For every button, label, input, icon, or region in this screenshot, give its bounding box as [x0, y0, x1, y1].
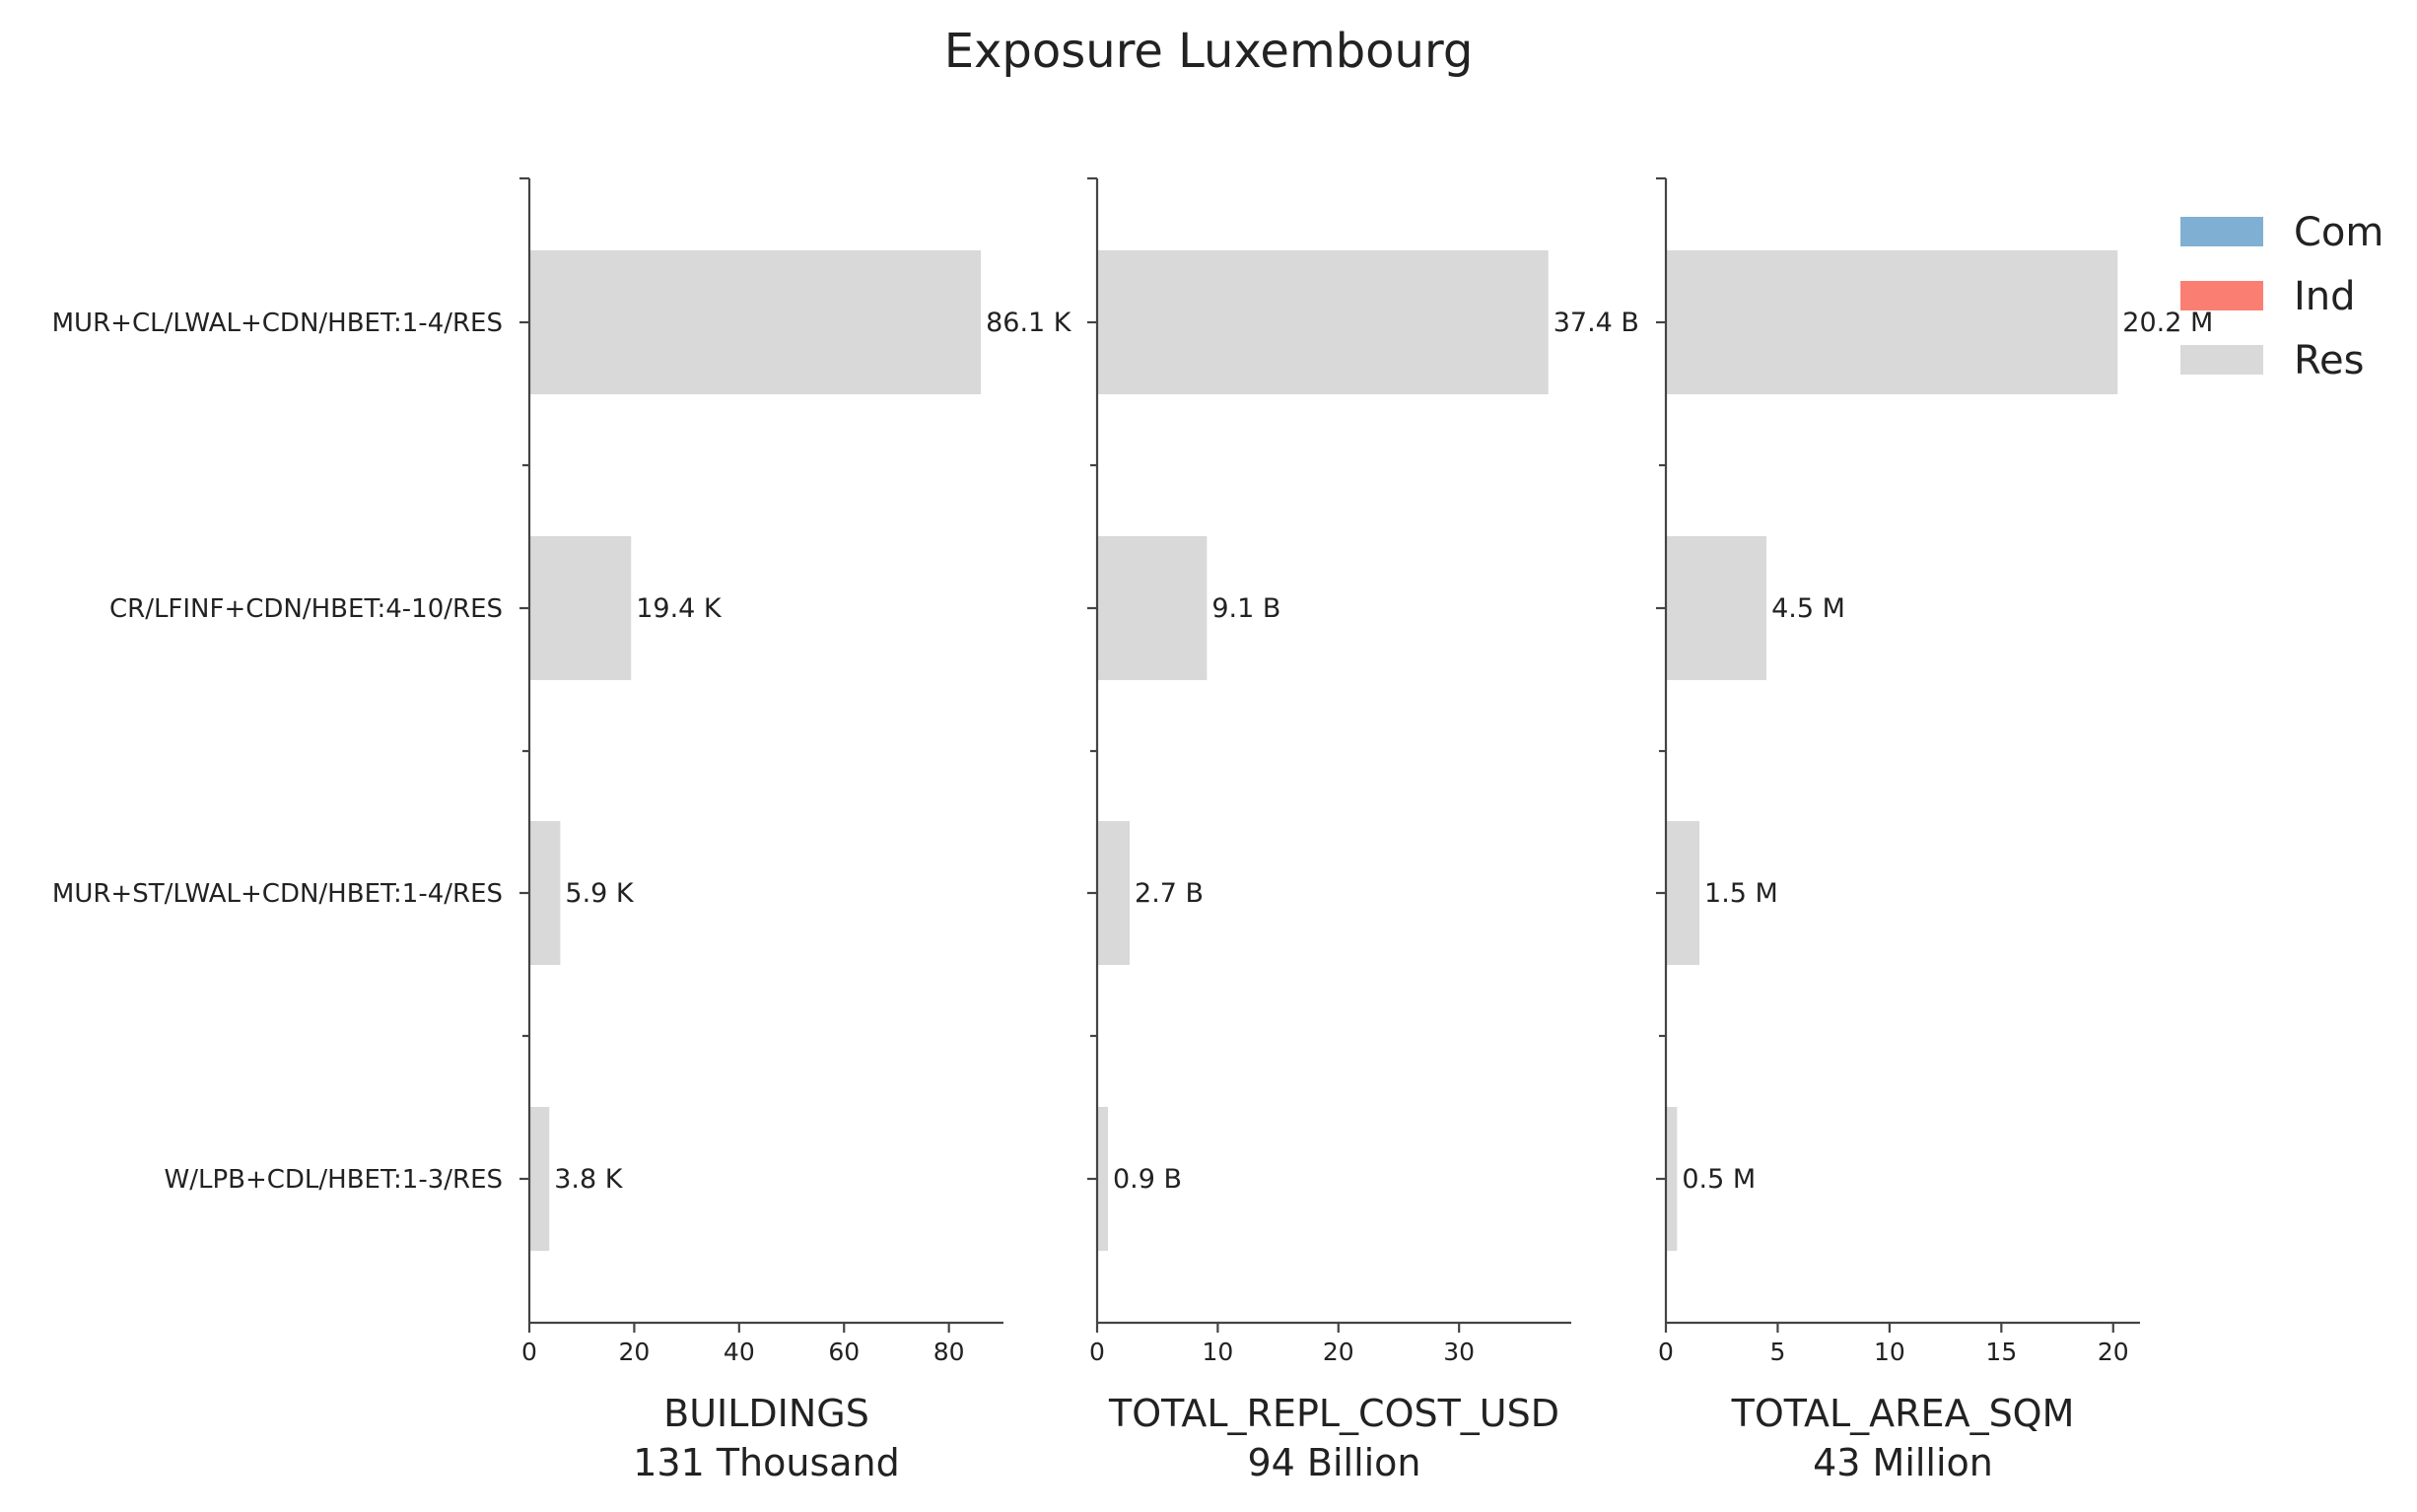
bar	[1666, 821, 1700, 965]
category-label: MUR+ST/LWAL+CDN/HBET:1-4/RES	[52, 879, 503, 909]
bar	[529, 250, 982, 394]
x-tick-label: 10	[1874, 1338, 1905, 1366]
category-label: W/LPB+CDL/HBET:1-3/RES	[165, 1165, 504, 1195]
legend-label: Ind	[2294, 274, 2356, 319]
x-tick-label: 20	[2098, 1338, 2129, 1366]
panel-2: 37.4 B 9.1 B 2.7 B 0.9 B 0 10 20 30 TOTAL_REPL_C…	[1087, 176, 1639, 1484]
category-label: MUR+CL/LWAL+CDN/HBET:1-4/RES	[52, 309, 503, 338]
x-tick-label: 20	[1323, 1338, 1354, 1366]
bar	[1097, 536, 1208, 680]
legend-swatch	[2180, 345, 2263, 375]
legend-label: Res	[2294, 338, 2364, 383]
bar	[1097, 821, 1131, 965]
data-label: 20.2 M	[2122, 308, 2213, 338]
x-tick-label: 40	[724, 1338, 755, 1366]
x-axis-label: BUILDINGS	[663, 1392, 869, 1435]
data-label: 19.4 K	[636, 593, 723, 624]
bar	[1666, 536, 1767, 680]
x-tick-label: 0	[1658, 1338, 1674, 1366]
panel-3: 20.2 M 4.5 M 1.5 M 0.5 M 0 5 10 15 20 TOTAL_AREA_…	[1656, 176, 2213, 1484]
category-label: CR/LFINF+CDN/HBET:4-10/RES	[109, 594, 503, 624]
data-label: 9.1 B	[1211, 593, 1280, 624]
x-tick-label: 5	[1769, 1338, 1785, 1366]
chart-title: Exposure Luxembourg	[944, 24, 1474, 79]
x-tick-label: 0	[521, 1338, 537, 1366]
x-axis-total: 94 Billion	[1247, 1441, 1420, 1484]
x-axis-label: TOTAL_REPL_COST_USD	[1108, 1392, 1559, 1435]
legend-swatch	[2180, 281, 2263, 310]
data-label: 0.9 B	[1113, 1164, 1182, 1195]
data-label: 86.1 K	[986, 308, 1072, 338]
panel-1: 86.1 K 19.4 K 5.9 K 3.8 K 0 20 40 60 80 BUILDINGS…	[519, 176, 1072, 1484]
x-tick-label: 10	[1202, 1338, 1233, 1366]
x-axis-total: 43 Million	[1813, 1441, 1993, 1484]
legend-label: Com	[2294, 210, 2383, 255]
data-label: 5.9 K	[565, 878, 635, 909]
x-tick-label: 60	[828, 1338, 860, 1366]
legend-swatch	[2180, 217, 2263, 246]
data-label: 4.5 M	[1771, 593, 1845, 624]
x-tick-label: 80	[933, 1338, 965, 1366]
x-tick-label: 30	[1443, 1338, 1475, 1366]
bar	[1097, 250, 1549, 394]
data-label: 3.8 K	[554, 1164, 624, 1195]
bar	[1097, 1107, 1109, 1251]
bar	[529, 536, 632, 680]
x-tick-label: 20	[619, 1338, 651, 1366]
bar	[1666, 1107, 1678, 1251]
x-axis-total: 131 Thousand	[633, 1441, 900, 1484]
bar	[529, 821, 561, 965]
x-tick-label: 15	[1985, 1338, 2017, 1366]
data-label: 1.5 M	[1704, 878, 1778, 909]
data-label: 2.7 B	[1135, 878, 1204, 909]
bar	[529, 1107, 550, 1251]
x-tick-label: 0	[1089, 1338, 1105, 1366]
x-axis-label: TOTAL_AREA_SQM	[1731, 1392, 2075, 1435]
data-label: 37.4 B	[1554, 308, 1639, 338]
bar	[1666, 250, 2118, 394]
data-label: 0.5 M	[1682, 1164, 1756, 1195]
legend: Com Ind Res	[2180, 210, 2383, 383]
chart-panels: 86.1 K 19.4 K 5.9 K 3.8 K 0 20 40 60 80 BUILDINGS…	[52, 176, 2213, 1484]
